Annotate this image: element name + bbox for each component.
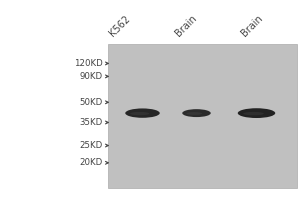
Text: 35KD: 35KD [80, 118, 103, 127]
Text: K562: K562 [107, 13, 132, 38]
Text: Brain: Brain [173, 13, 198, 38]
Text: Brain: Brain [239, 13, 264, 38]
Text: 50KD: 50KD [80, 98, 103, 107]
Ellipse shape [238, 108, 275, 118]
Text: 25KD: 25KD [80, 141, 103, 150]
Ellipse shape [243, 112, 264, 115]
Text: 20KD: 20KD [80, 158, 103, 167]
Ellipse shape [182, 109, 211, 117]
Text: 120KD: 120KD [74, 59, 103, 68]
Ellipse shape [125, 108, 160, 118]
Ellipse shape [130, 112, 149, 115]
Ellipse shape [186, 112, 202, 115]
Bar [108, 44, 297, 188]
Text: 90KD: 90KD [80, 72, 103, 81]
